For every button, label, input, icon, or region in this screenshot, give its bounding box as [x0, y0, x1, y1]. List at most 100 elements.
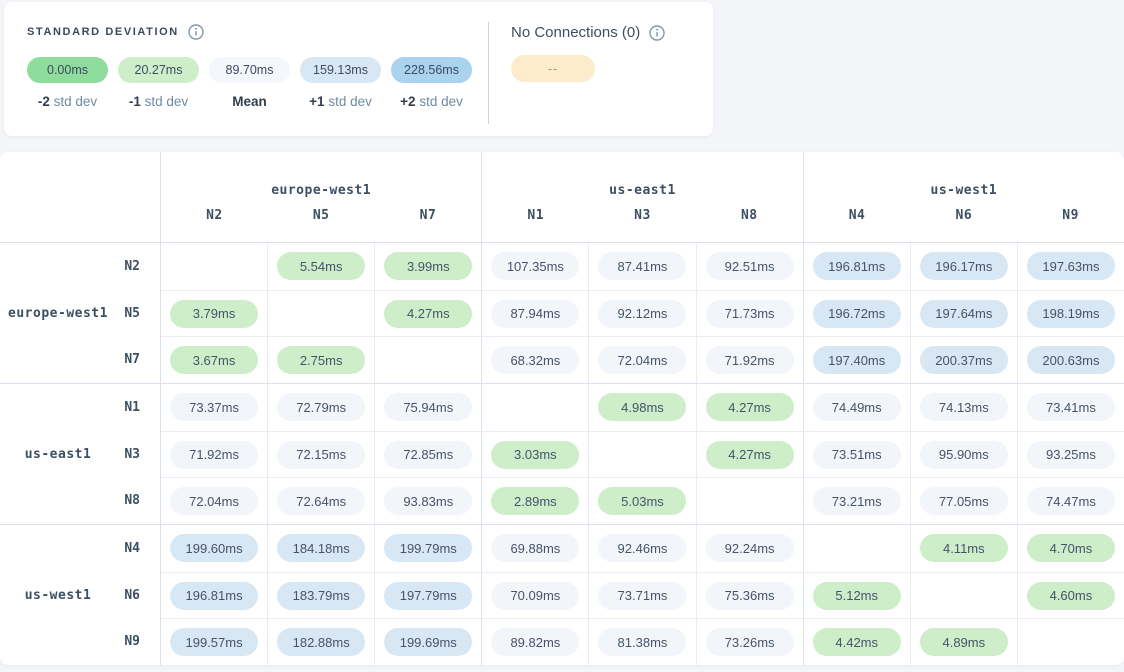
latency-value-pill[interactable]: 197.64ms — [919, 299, 1008, 328]
latency-cell: 69.88ms — [481, 525, 588, 572]
latency-value-pill[interactable]: 72.04ms — [170, 487, 259, 516]
latency-value-pill[interactable]: 92.12ms — [598, 299, 687, 328]
latency-value-pill[interactable]: 107.35ms — [491, 252, 580, 281]
latency-value-pill[interactable]: 72.85ms — [384, 440, 473, 469]
latency-value-pill[interactable]: 69.88ms — [491, 534, 580, 563]
latency-value-pill[interactable]: 74.13ms — [919, 393, 1008, 422]
node-row-header: N1 — [124, 399, 140, 415]
latency-cell: 87.41ms — [588, 243, 695, 290]
latency-value-pill[interactable]: 4.70ms — [1026, 534, 1115, 563]
latency-value-pill[interactable]: 4.27ms — [705, 440, 794, 469]
node-column-header: N4 — [848, 208, 866, 223]
latency-value-pill[interactable]: 72.64ms — [277, 487, 366, 516]
matrix-row: europe-west1 N5 3.79ms 4.27ms 87.94ms 92.12ms… — [0, 289, 1124, 337]
latency-value-pill[interactable]: 73.21ms — [812, 487, 901, 516]
latency-value-pill[interactable]: 197.79ms — [384, 581, 473, 610]
latency-value-pill[interactable]: 73.51ms — [812, 440, 901, 469]
latency-value-pill[interactable]: 4.89ms — [919, 628, 1008, 657]
latency-value-pill[interactable]: 72.15ms — [277, 440, 366, 469]
latency-cell: 4.27ms — [695, 431, 803, 478]
latency-value-pill[interactable]: 199.57ms — [170, 628, 259, 657]
latency-value-pill[interactable]: 71.73ms — [705, 299, 794, 328]
info-icon[interactable] — [188, 24, 204, 40]
latency-value-pill[interactable]: 74.49ms — [812, 393, 901, 422]
latency-value-pill[interactable]: 81.38ms — [598, 628, 687, 657]
latency-cell: 5.03ms — [588, 478, 695, 525]
latency-value-pill[interactable]: 200.63ms — [1026, 346, 1115, 375]
latency-value-pill[interactable]: 72.04ms — [598, 346, 687, 375]
latency-value-pill[interactable]: 196.17ms — [919, 252, 1008, 281]
latency-value-pill[interactable]: 183.79ms — [277, 581, 366, 610]
latency-value-pill[interactable]: 89.82ms — [491, 628, 580, 657]
latency-value-pill[interactable]: 196.81ms — [812, 252, 901, 281]
region-row-label: us-west1 — [24, 587, 92, 603]
latency-cell: 74.47ms — [1016, 478, 1124, 525]
latency-value-pill[interactable]: 93.83ms — [384, 487, 473, 516]
latency-value-pill[interactable]: 73.41ms — [1026, 393, 1115, 422]
legend-divider — [488, 22, 489, 124]
latency-value-pill[interactable]: 73.71ms — [598, 581, 687, 610]
std-dev-step-label: +2 std dev — [400, 94, 463, 109]
self-latency-cell — [695, 478, 803, 525]
matrix-row: N7 3.67ms 2.75ms 68.32ms 72.04ms 71.92ms 197.4… — [0, 336, 1124, 384]
latency-value-pill[interactable]: 197.40ms — [812, 346, 901, 375]
latency-value-pill[interactable]: 68.32ms — [491, 346, 580, 375]
latency-value-pill[interactable]: 4.27ms — [705, 393, 794, 422]
latency-value-pill[interactable]: 75.94ms — [384, 393, 473, 422]
latency-value-pill[interactable]: 199.69ms — [384, 628, 473, 657]
latency-value-pill[interactable]: 95.90ms — [919, 440, 1008, 469]
latency-value-pill[interactable]: 2.75ms — [277, 346, 366, 375]
info-icon[interactable] — [649, 24, 665, 41]
row-header: N1 — [0, 384, 161, 431]
latency-value-pill[interactable]: 5.03ms — [598, 487, 687, 516]
latency-value-pill[interactable]: 4.27ms — [384, 299, 473, 328]
latency-value-pill[interactable]: 184.18ms — [277, 534, 366, 563]
latency-value-pill[interactable]: 5.54ms — [277, 252, 366, 281]
latency-value-pill[interactable]: 196.72ms — [812, 299, 901, 328]
std-dev-scale: 0.00ms 20.27ms 89.70ms 159.13ms 228.56ms — [27, 57, 472, 83]
latency-value-pill[interactable]: 71.92ms — [170, 440, 259, 469]
latency-value-pill[interactable]: 74.47ms — [1026, 487, 1115, 516]
latency-value-pill[interactable]: 92.46ms — [598, 534, 687, 563]
latency-value-pill[interactable]: 71.92ms — [705, 346, 794, 375]
latency-value-pill[interactable]: 72.79ms — [277, 393, 366, 422]
latency-value-pill[interactable]: 73.26ms — [705, 628, 794, 657]
latency-cell: 72.04ms — [588, 337, 695, 384]
latency-cell: 95.90ms — [909, 431, 1017, 478]
latency-value-pill[interactable]: 4.98ms — [598, 393, 687, 422]
latency-value-pill[interactable]: 3.79ms — [170, 299, 259, 328]
latency-value-pill[interactable]: 3.67ms — [170, 346, 259, 375]
node-column-header: N9 — [1062, 208, 1079, 223]
matrix-row: N9 199.57ms 182.88ms 199.69ms 89.82ms 81.38ms… — [0, 618, 1124, 665]
latency-value-pill[interactable]: 87.41ms — [598, 252, 687, 281]
latency-value-pill[interactable]: 70.09ms — [491, 581, 580, 610]
latency-value-pill[interactable]: 196.81ms — [170, 581, 259, 610]
latency-cell: 71.92ms — [695, 337, 803, 384]
latency-value-pill[interactable]: 4.60ms — [1026, 581, 1115, 610]
latency-value-pill[interactable]: 93.25ms — [1026, 440, 1115, 469]
latency-value-pill[interactable]: 198.19ms — [1026, 299, 1115, 328]
latency-value-pill[interactable]: 5.12ms — [812, 581, 901, 610]
latency-value-pill[interactable]: 92.24ms — [705, 534, 794, 563]
latency-value-pill[interactable]: 87.94ms — [491, 299, 580, 328]
latency-cell: 73.51ms — [802, 431, 910, 478]
node-column-header: N5 — [312, 208, 330, 223]
node-column-header: N7 — [419, 208, 437, 223]
latency-value-pill[interactable]: 3.99ms — [384, 252, 473, 281]
latency-value-pill[interactable]: 199.79ms — [384, 534, 473, 563]
latency-value-pill[interactable]: 92.51ms — [705, 252, 794, 281]
latency-value-pill[interactable]: 197.63ms — [1026, 252, 1115, 281]
latency-value-pill[interactable]: 2.89ms — [491, 487, 580, 516]
latency-value-pill[interactable]: 4.11ms — [919, 534, 1008, 563]
matrix-row: N1 73.37ms 72.79ms 75.94ms 4.98ms 4.27ms 74.49… — [0, 383, 1124, 431]
latency-value-pill[interactable]: 200.37ms — [919, 346, 1008, 375]
latency-value-pill[interactable]: 4.42ms — [812, 628, 901, 657]
latency-value-pill[interactable]: 75.36ms — [705, 581, 794, 610]
latency-cell: 196.81ms — [802, 243, 910, 290]
latency-value-pill[interactable]: 3.03ms — [491, 440, 580, 469]
latency-value-pill[interactable]: 199.60ms — [170, 534, 259, 563]
self-latency-cell — [909, 572, 1017, 619]
latency-value-pill[interactable]: 77.05ms — [919, 487, 1008, 516]
latency-value-pill[interactable]: 73.37ms — [170, 393, 259, 422]
latency-value-pill[interactable]: 182.88ms — [277, 628, 366, 657]
